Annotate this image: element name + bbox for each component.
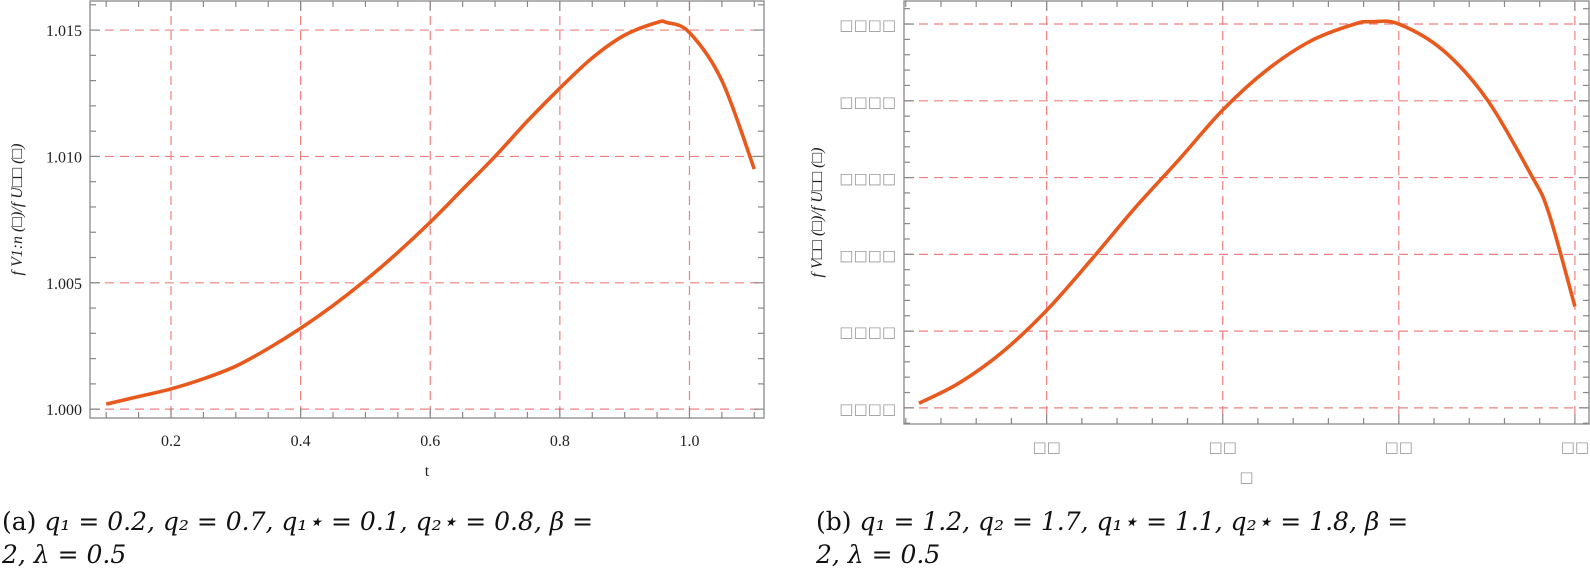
y-tick-label: □□□□ [839, 93, 896, 111]
y-tick-label: 1.010 [46, 149, 82, 166]
x-tick-label: □□ [1032, 438, 1060, 456]
y-axis-title: f V1:n (□)/f U□□ (□) [9, 144, 26, 276]
plot-frame [89, 0, 765, 419]
x-axis-title: t [425, 463, 430, 480]
caption-b-label: (b) [816, 507, 852, 536]
caption-b: (b) q₁ = 1.2, q₂ = 1.7, q₁⋆ = 1.1, q₂⋆ =… [816, 505, 1536, 571]
x-tick-label: □□ [1385, 438, 1413, 456]
y-tick-label: 1.005 [46, 276, 82, 293]
caption-b-line1: q₁ = 1.2, q₂ = 1.7, q₁⋆ = 1.1, q₂⋆ = 1.8… [859, 507, 1409, 536]
panel-a: 0.2 0.4 0.6 0.8 1.0 1.000 1.005 1.010 1.015 t f V1… [0, 0, 790, 587]
x-axis-title: □ [1239, 468, 1253, 486]
y-tick-label: □□□□ [839, 323, 896, 341]
y-tick-label: □□□□ [839, 170, 896, 188]
caption-a: (a) q₁ = 0.2, q₂ = 0.7, q₁⋆ = 0.1, q₂⋆ =… [2, 505, 722, 571]
chart-a: 0.2 0.4 0.6 0.8 1.0 1.000 1.005 1.010 1.015 t f V1… [9, 0, 765, 480]
caption-a-label: (a) [2, 507, 37, 536]
y-tick-label: □□□□ [839, 16, 896, 34]
x-tick-label: □□ [1561, 438, 1589, 456]
y-tick-label: 1.000 [46, 402, 82, 419]
y-tick-label: □□□□ [839, 246, 896, 264]
x-tick-label: 1.0 [679, 433, 699, 450]
x-tick-label: 0.4 [291, 433, 311, 450]
data-curve [105, 19, 756, 406]
x-tick-label: □□ [1209, 438, 1237, 456]
y-axis-title: f V□□ (□)/f U□□ (□) [809, 148, 826, 278]
data-curve [918, 19, 1577, 405]
plot-frame [903, 0, 1590, 425]
x-tick-label: 0.2 [161, 433, 181, 450]
caption-b-line2: 2, λ = 0.5 [816, 540, 941, 569]
x-tick-label: 0.8 [550, 433, 570, 450]
panel-b: □□ □□ □□ □□ □□□□ □□□□ □□□□ □□□□ □□□□ □□□□ □ f V□□ (… [800, 0, 1590, 587]
y-tick-label: □□□□ [839, 400, 896, 418]
chart-b: □□ □□ □□ □□□□□□□□□□□□□□□□□□□□□□□□□□□f V□□ (… [809, 0, 1590, 486]
caption-a-line2: 2, λ = 0.5 [2, 540, 127, 569]
caption-a-line1: q₁ = 0.2, q₂ = 0.7, q₁⋆ = 0.1, q₂⋆ = 0.8… [44, 507, 594, 536]
y-tick-label: 1.015 [46, 23, 82, 40]
x-tick-label: 0.6 [420, 433, 440, 450]
